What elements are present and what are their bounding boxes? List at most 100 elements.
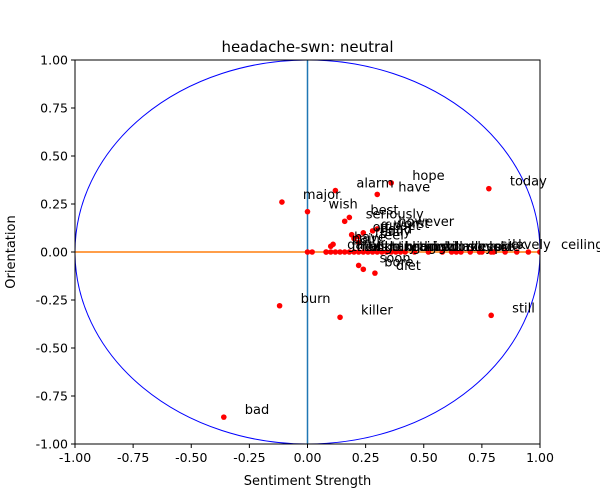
data-point-8: [374, 226, 381, 232]
data-point-14: [355, 239, 362, 246]
axis-point-22: [439, 249, 446, 255]
data-point-24: [276, 302, 283, 309]
word-label-26: still: [512, 301, 535, 316]
axis-point-15: [383, 249, 390, 255]
data-point-26: [488, 312, 494, 319]
word-label-5: wish: [329, 198, 358, 213]
y-tick-label-7: 0.75: [40, 101, 68, 116]
data-point-18: [476, 249, 483, 255]
data-point-12: [355, 233, 362, 240]
axis-word-label-8: brain: [405, 240, 438, 255]
word-label-24: burn: [301, 292, 331, 307]
word-label-25: killer: [361, 303, 393, 318]
data-point-21: [355, 262, 362, 269]
chart-title: headache-swn: neutral: [221, 38, 393, 56]
data-point-0: [388, 180, 395, 186]
word-label-6: best: [370, 203, 398, 218]
axis-point-10: [360, 249, 367, 255]
data-point-10: [360, 230, 367, 236]
axis-point-31: [525, 249, 532, 255]
axis-word-label-17: sleep: [468, 240, 503, 255]
data-point-25: [337, 314, 343, 321]
axis-word-label-11: night: [426, 240, 459, 255]
word-label-14: feel: [380, 228, 404, 243]
word-label-23: diet: [396, 259, 421, 274]
tick-labels: -1.00 -0.75 -0.50 -0.25 0.00 0.25 0.50 0.75 1.00…: [36, 53, 554, 466]
axis-point-14: [379, 249, 385, 255]
data-point-23: [372, 270, 378, 276]
data-point-4: [279, 199, 285, 205]
axis-word-label-9: home: [412, 240, 449, 255]
axis-word-label-6: taken: [391, 240, 427, 255]
word-label-27: bad: [245, 403, 269, 418]
y-tick-label-4: 0.00: [40, 245, 68, 260]
axis-point-12: [369, 249, 376, 255]
axis-point-16: [388, 249, 395, 255]
data-point-1: [486, 185, 492, 192]
plot-clipped-group: [75, 60, 540, 444]
axis-point-23: [448, 249, 455, 255]
data-point-6: [346, 214, 353, 221]
axis-word-label-13: still: [440, 240, 463, 255]
word-label-20: ceiling: [561, 238, 600, 253]
axis-point-0: [304, 249, 311, 255]
axis-point-8: [351, 249, 357, 255]
axis-point-29: [502, 249, 508, 255]
word-label-11: off: [373, 221, 391, 236]
axis-word-label-2: this: [363, 240, 387, 255]
word-label-8: however: [398, 215, 455, 230]
axis-point-3: [327, 249, 334, 255]
axis-word-label-19: sore: [487, 240, 515, 255]
axis-word-label-0: the: [352, 240, 373, 255]
y-axis-title: Orientation: [4, 215, 19, 288]
x-tick-label-5: 0.25: [352, 450, 380, 465]
axis-word-label-16: much: [461, 240, 497, 255]
word-label-10: upset: [384, 219, 420, 234]
x-axis-title: Sentiment Strength: [244, 474, 372, 489]
axis-point-5: [337, 249, 343, 255]
axis-point-26: [467, 249, 474, 255]
axis-point-7: [346, 249, 353, 255]
axis-word-label-10: think: [419, 240, 452, 255]
word-label-18: sick: [501, 238, 527, 253]
word-label-19: lovely: [512, 238, 551, 253]
y-tick-label-2: -0.50: [36, 341, 68, 356]
axis-point-13: [374, 249, 381, 255]
axis-word-label-3: with: [370, 240, 398, 255]
axis-word-label-12: bed: [433, 240, 458, 255]
axis-point-24: [453, 249, 460, 255]
data-point-2: [332, 187, 339, 194]
data-point-19: [488, 249, 494, 255]
axis-word-label-5: going: [384, 240, 420, 255]
y-tick-label-8: 1.00: [40, 53, 68, 68]
x-tick-label-2: -0.50: [175, 450, 207, 465]
data-point-16: [327, 243, 334, 250]
axis-point-19: [402, 249, 408, 255]
axis-word-label-15: back: [454, 240, 485, 255]
data-point-27: [221, 414, 227, 420]
x-tick-label-6: 0.50: [410, 450, 438, 465]
axis-word-label-14: work: [447, 240, 479, 255]
axis-point-6: [341, 249, 348, 255]
word-label-2: alarm: [356, 177, 393, 192]
axis-word-label-20: side: [494, 240, 521, 255]
word-label-4: major: [303, 188, 341, 203]
axis-point-1: [309, 249, 315, 255]
axis-point-17: [393, 249, 399, 255]
axis-word-label-4: like: [377, 240, 399, 255]
data-point-13: [351, 235, 357, 242]
data-point-7: [341, 218, 348, 225]
word-label-13: really: [375, 225, 411, 240]
word-label-9: worst: [394, 217, 430, 232]
word-label-17: game: [347, 238, 384, 253]
word-label-16: pain: [352, 232, 380, 247]
data-point-22: [360, 266, 367, 273]
word-label-12: head: [380, 223, 412, 238]
data-point-20: [537, 249, 540, 255]
x-tick-label-7: 0.75: [468, 450, 496, 465]
y-tick-label-5: 0.25: [40, 197, 68, 212]
word-label-22: bore: [384, 255, 413, 270]
